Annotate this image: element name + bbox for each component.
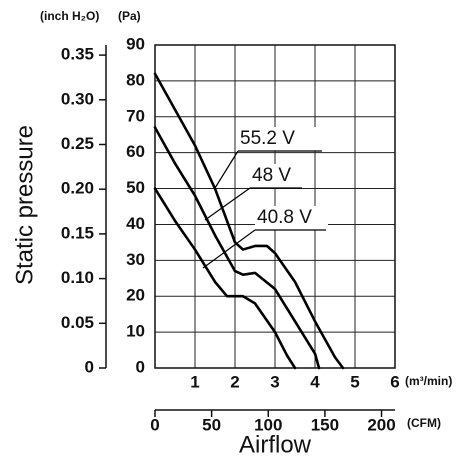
y-unit: (Pa) (118, 9, 141, 23)
x-tick-label: 3 (270, 372, 279, 391)
y2-tick-label: 0.30 (61, 89, 94, 108)
x-axis-title: Airflow (239, 431, 312, 458)
y2-unit: (inch H₂O) (40, 9, 99, 23)
y2-tick-label: 0.25 (61, 134, 94, 153)
curve (153, 126, 321, 370)
y2-tick-label: 0 (85, 357, 94, 376)
y-tick-label: 10 (126, 322, 145, 341)
y2-tick-label: 0.10 (61, 268, 94, 287)
y-tick-label: 30 (126, 250, 145, 269)
x2-tick-label: 100 (254, 415, 282, 434)
y-axis-title: Static pressure (11, 125, 38, 285)
x2-tick-label: 200 (367, 415, 395, 434)
curve (153, 187, 297, 370)
label-bg (250, 164, 304, 188)
x-unit: (m³/min) (405, 374, 452, 388)
x2-unit: (CFM) (407, 416, 441, 430)
x-tick-label: 4 (310, 372, 320, 391)
label-leader (214, 150, 239, 189)
x2-tick-label: 50 (202, 415, 221, 434)
y-tick-label: 90 (126, 34, 145, 53)
label-bg (255, 206, 328, 230)
y-tick-label: 60 (126, 142, 145, 161)
x-tick-label: 6 (390, 372, 399, 391)
x2-tick-label: 150 (311, 415, 339, 434)
y-tick-label: 0 (136, 357, 145, 376)
y-tick-label: 70 (126, 106, 145, 125)
series-label: 55.2 V (240, 128, 295, 149)
y-tick-label: 20 (126, 286, 145, 305)
y2-tick-label: 0.15 (61, 223, 94, 242)
y-tick-label: 50 (126, 178, 145, 197)
series-label: 48 V (252, 165, 291, 186)
series-label: 40.8 V (257, 207, 312, 228)
label-leader (202, 229, 256, 269)
x-tick-label: 2 (230, 372, 239, 391)
curve (153, 72, 345, 370)
label-leader (204, 187, 251, 221)
y-tick-label: 40 (126, 214, 145, 233)
y2-tick-label: 0.20 (61, 179, 94, 198)
y2-tick-label: 0.05 (61, 313, 94, 332)
y2-tick-label: 0.35 (61, 45, 94, 64)
x-tick-label: 5 (350, 372, 359, 391)
x-tick-label: 1 (190, 372, 199, 391)
label-bg (238, 127, 324, 151)
x2-tick-label: 0 (150, 415, 159, 434)
plot-frame (154, 44, 396, 369)
y-tick-label: 80 (126, 70, 145, 89)
